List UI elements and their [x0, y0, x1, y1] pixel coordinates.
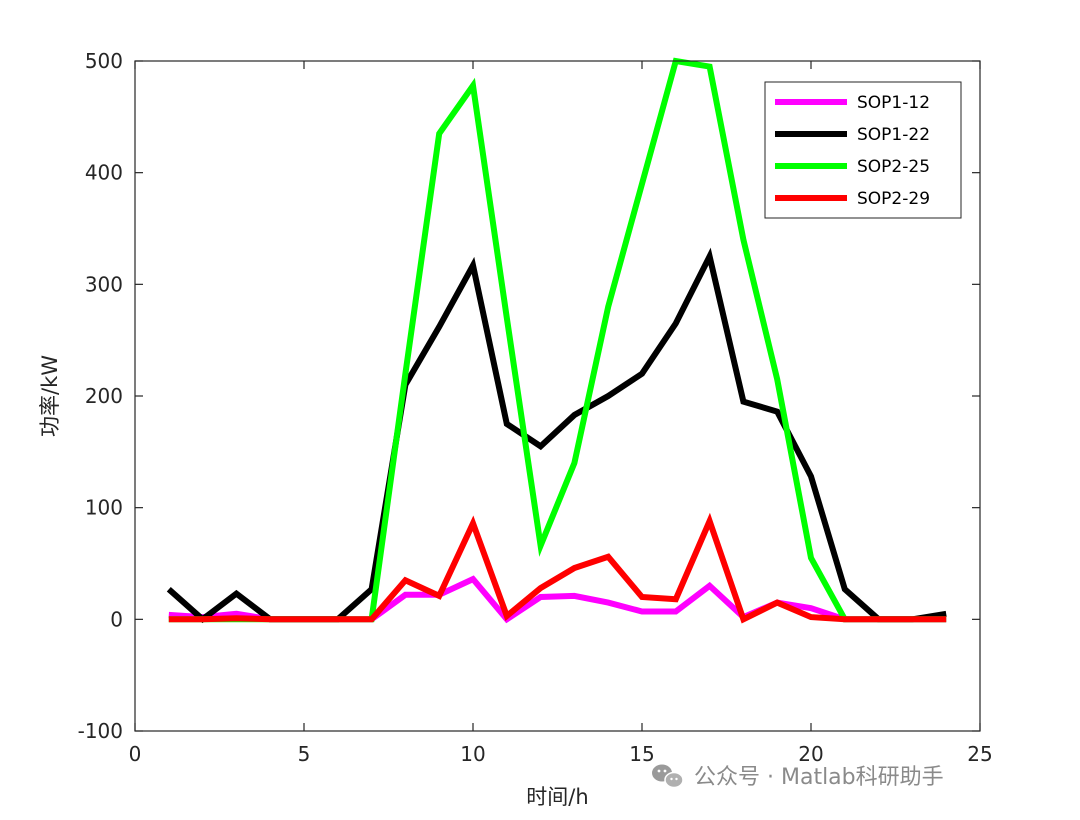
y-tick-label: 200	[85, 384, 123, 408]
axes	[134, 60, 981, 732]
series-line-4	[168, 512, 947, 624]
watermark-text: 公众号 · Matlab科研助手	[694, 765, 944, 790]
legend-label: SOP1-12	[857, 93, 930, 113]
y-tick-label: 0	[110, 607, 123, 631]
x-tick-label: 10	[460, 742, 485, 766]
x-axis-label: 时间/h	[526, 785, 588, 809]
x-tick-label: 25	[967, 742, 992, 766]
x-tick-label: 15	[629, 742, 654, 766]
y-tick-label: -100	[78, 719, 123, 743]
legend-label: SOP1-22	[857, 125, 930, 145]
y-axis-label: 功率/kW	[38, 355, 62, 437]
x-tick-label: 20	[798, 742, 823, 766]
watermark: 公众号 · Matlab科研助手	[652, 764, 944, 790]
legend-label: SOP2-25	[857, 157, 930, 177]
y-tick-label: 400	[85, 161, 123, 185]
y-tick-label: 100	[85, 496, 123, 520]
legend-label: SOP2-29	[857, 189, 930, 209]
legend: SOP1-12 SOP1-22 SOP2-25 SOP2-29	[764, 81, 962, 219]
x-tick-label: 0	[129, 742, 142, 766]
x-tick-label: 5	[298, 742, 311, 766]
y-tick-label: 500	[85, 49, 123, 73]
series-layer	[166, 57, 947, 624]
y-tick-label: 300	[85, 272, 123, 296]
wechat-icon	[652, 764, 684, 789]
